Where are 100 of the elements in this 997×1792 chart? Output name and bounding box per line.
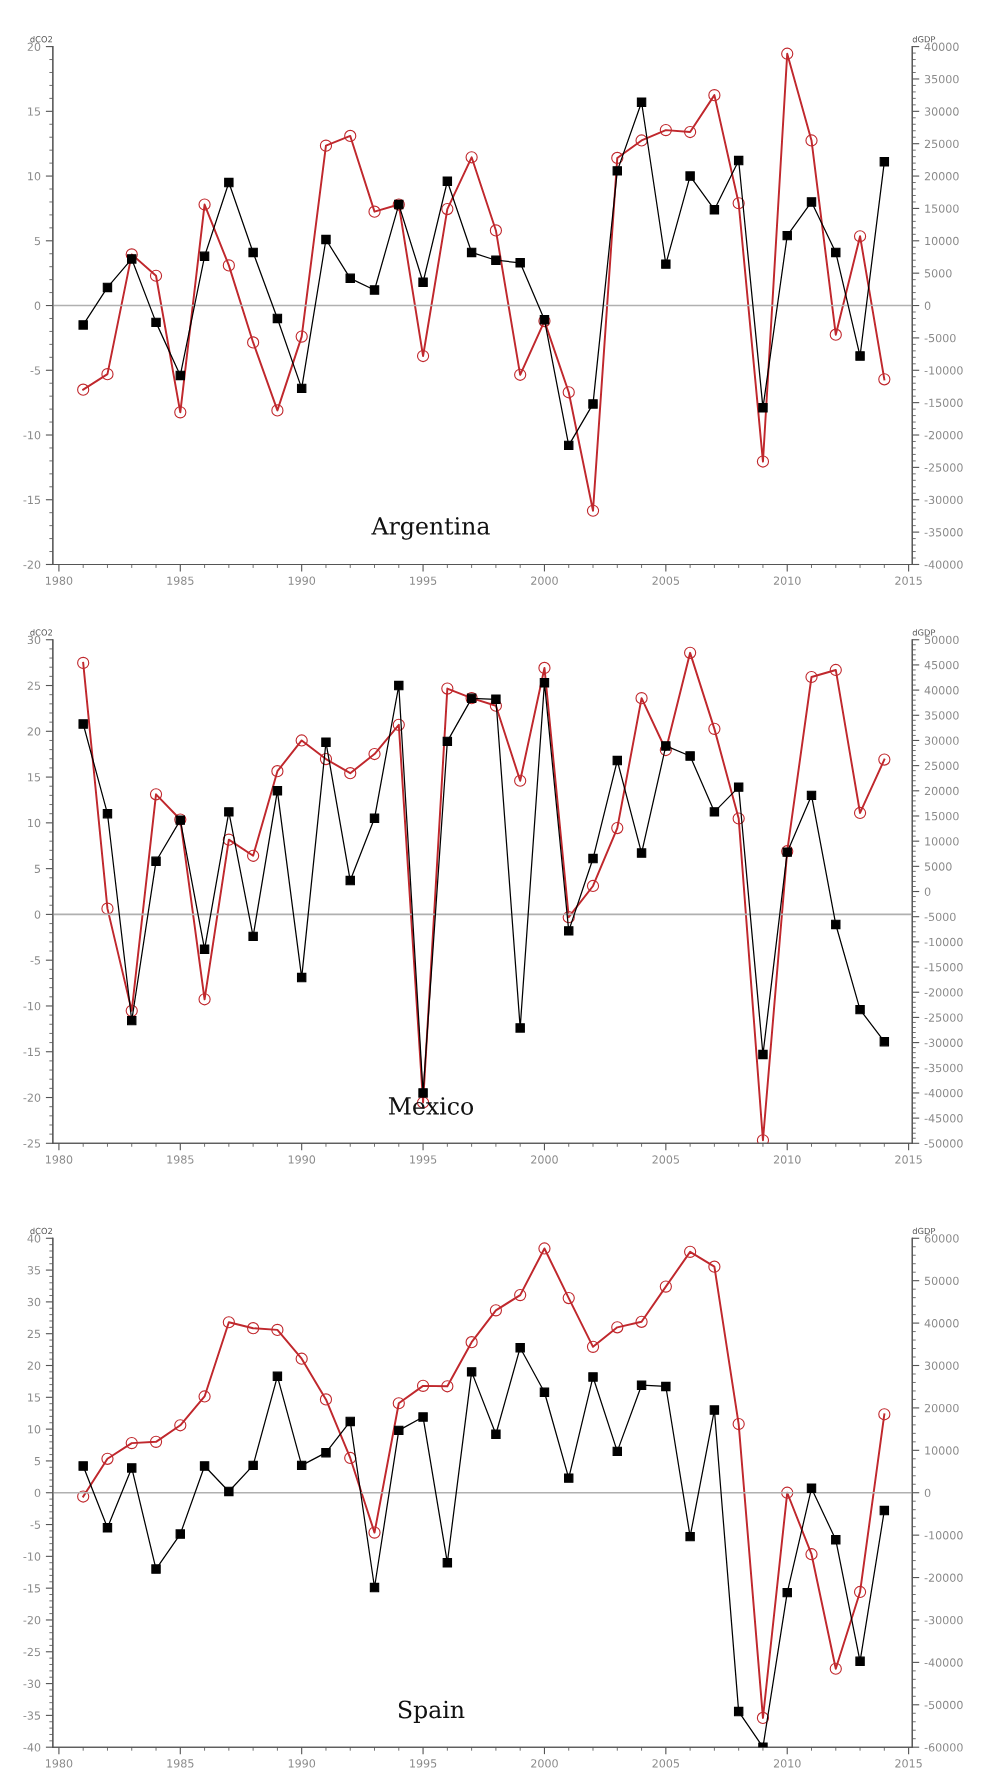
point	[733, 155, 744, 166]
y-tick-label: -20	[23, 1615, 41, 1625]
x-tick-label: 2000	[531, 1759, 558, 1768]
y-axis-title: dCO2	[30, 629, 52, 636]
point	[368, 205, 381, 218]
y-tick-label: -5	[30, 1520, 41, 1529]
point	[564, 1473, 574, 1483]
y2-tick-label: 30000	[924, 736, 959, 745]
point	[248, 247, 258, 258]
y-tick-label: 0	[34, 301, 41, 310]
point	[733, 782, 744, 792]
y2-axis-title: dGDP	[912, 1227, 936, 1235]
point	[588, 399, 598, 409]
point	[345, 273, 355, 284]
point	[635, 1315, 648, 1328]
point	[732, 1417, 745, 1431]
y2-tick-label: 40000	[924, 1319, 959, 1328]
point	[466, 247, 477, 258]
x-tick-label: 1990	[288, 576, 316, 585]
y2-tick-label: -10000	[924, 1531, 963, 1540]
point	[611, 1321, 624, 1334]
point	[248, 1460, 258, 1471]
point	[539, 678, 550, 688]
point	[491, 694, 501, 704]
point	[175, 1529, 186, 1539]
point	[831, 1535, 841, 1545]
point	[394, 680, 404, 691]
y-tick-label: 25	[27, 681, 41, 690]
point	[174, 1419, 187, 1432]
point	[831, 247, 841, 258]
point	[247, 336, 260, 349]
point	[77, 656, 90, 670]
y-tick-label: -20	[23, 1093, 41, 1102]
y-tick-label: -10	[23, 1001, 41, 1011]
point	[321, 1447, 331, 1458]
x-tick-label: 1980	[45, 1155, 73, 1164]
point	[127, 1463, 137, 1473]
point	[78, 719, 88, 729]
point	[878, 373, 891, 386]
y2-tick-label: 60000	[924, 1234, 959, 1243]
y-tick-label: 15	[28, 773, 41, 782]
y-tick-label: 5	[34, 864, 41, 874]
point	[806, 790, 817, 801]
y2-tick-label: 0	[924, 887, 931, 896]
y-tick-label: 5	[34, 1457, 41, 1466]
point	[611, 151, 624, 165]
y-tick-label: 10	[28, 1425, 41, 1434]
point	[102, 1523, 113, 1533]
y2-tick-label: -40000	[924, 560, 963, 569]
y2-tick-label: -45000	[924, 1114, 963, 1123]
y2-tick-label: 30000	[924, 107, 959, 116]
point	[878, 753, 891, 766]
point	[491, 1429, 501, 1439]
point	[296, 972, 307, 983]
point	[782, 1587, 792, 1598]
y-tick-label: -40	[23, 1743, 41, 1752]
point	[125, 1004, 138, 1017]
point	[465, 1336, 478, 1349]
point	[756, 455, 770, 468]
point	[198, 993, 211, 1006]
x-tick-label: 1980	[45, 576, 73, 585]
point	[685, 171, 695, 181]
y2-tick-label: 40000	[924, 42, 959, 51]
y-tick-label: 20	[27, 1361, 41, 1370]
text: Spain	[398, 1700, 465, 1723]
point	[588, 1372, 598, 1382]
point	[78, 320, 88, 330]
point	[248, 931, 258, 942]
point	[224, 177, 234, 188]
y2-tick-label: -10000	[924, 937, 963, 947]
point	[151, 856, 161, 867]
x-tick-label: 2015	[895, 1759, 922, 1768]
point	[733, 1706, 744, 1717]
point	[805, 1548, 818, 1561]
y2-tick-label: -35000	[924, 1063, 963, 1073]
y2-tick-label: -20000	[924, 988, 963, 997]
point	[829, 328, 842, 341]
y-tick-label: 30	[27, 1297, 41, 1307]
point	[319, 1393, 333, 1406]
point	[878, 1408, 891, 1421]
point	[416, 349, 430, 363]
point	[489, 224, 503, 237]
y2-tick-label: -50000	[924, 1700, 963, 1710]
point	[879, 1505, 890, 1516]
point	[224, 1486, 234, 1497]
point	[636, 97, 647, 107]
point	[296, 383, 307, 394]
y-tick-label: 40	[27, 1234, 41, 1243]
point	[805, 134, 818, 147]
point	[344, 767, 357, 780]
y2-tick-label: -25000	[924, 1013, 963, 1022]
y-tick-label: -5	[30, 366, 41, 375]
point	[174, 406, 187, 419]
point	[321, 234, 331, 245]
point	[149, 1435, 163, 1448]
point	[125, 1437, 138, 1450]
y2-tick-label: 50000	[924, 1276, 959, 1286]
point	[708, 89, 721, 102]
point	[564, 926, 574, 936]
text: Mexico	[388, 1097, 474, 1115]
